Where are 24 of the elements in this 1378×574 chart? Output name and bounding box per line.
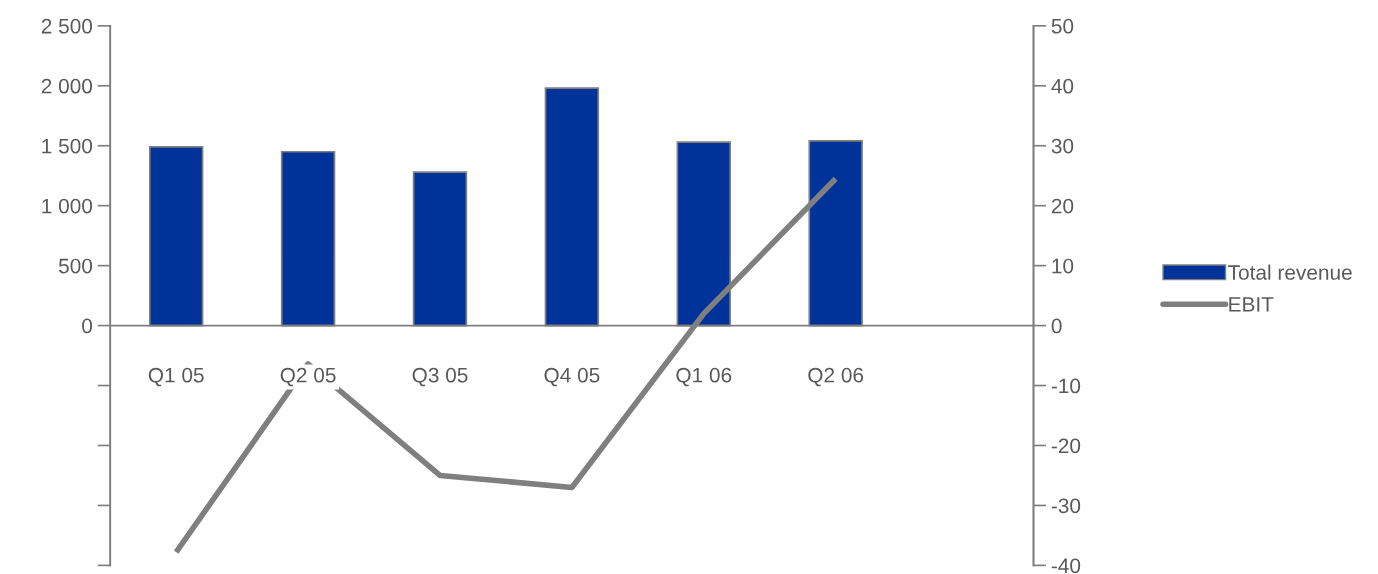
y2-tick-label: 20 (1051, 198, 1074, 214)
y2-tick-label: 0 (1051, 318, 1062, 334)
y2-tick-label: -10 (1051, 378, 1081, 394)
x-tick-label: Q1 06 (676, 367, 732, 387)
legend-label: EBIT (1229, 297, 1274, 312)
x-tick-label: Q3 05 (412, 367, 468, 387)
y2-tick-label: 30 (1051, 138, 1074, 154)
y2-tick-label: 10 (1052, 258, 1074, 274)
legend-label: Total revenue (1228, 264, 1352, 280)
y2-tick-label: -20 (1051, 438, 1081, 454)
y2-tick-label: -30 (1051, 498, 1081, 514)
x-tick-label: Q1 05 (148, 367, 204, 387)
y-tick-label: 1 500 (42, 138, 93, 154)
y-tick-label: 1 000 (42, 198, 93, 214)
y-tick-label: 0 (82, 318, 93, 334)
x-tick-label: Q2 05 (280, 367, 336, 387)
x-tick-label: Q2 06 (808, 367, 864, 387)
y2-tick-label: 40 (1051, 78, 1074, 94)
y-tick-label: 2 000 (41, 78, 93, 94)
x-tick-label: Q4 05 (544, 367, 600, 387)
y2-tick-label: 50 (1051, 18, 1074, 34)
y2-tick-label: -40 (1051, 558, 1081, 574)
y-tick-label: 2 500 (41, 18, 93, 34)
y-tick-label: 500 (58, 258, 93, 274)
